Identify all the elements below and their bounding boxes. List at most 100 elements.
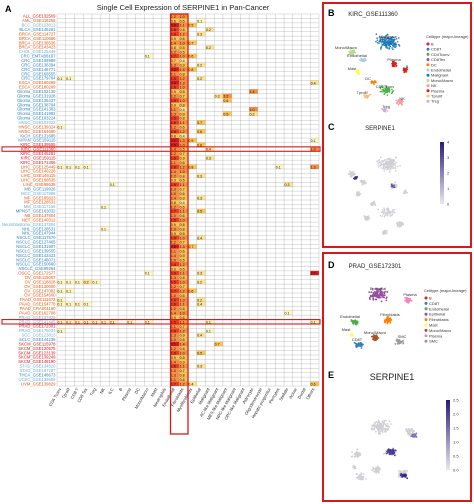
heatmap-cell: [179, 377, 188, 382]
umap-point: [388, 48, 390, 50]
umap-point: [397, 99, 399, 101]
umap-point: [385, 212, 387, 215]
heatmap-cell: [179, 71, 188, 76]
umap-point: [384, 430, 387, 433]
umap-point: [379, 432, 382, 435]
row-label: NHL_GSE147944: [22, 231, 56, 236]
umap-point: [381, 43, 384, 46]
heatmap-cell: [310, 146, 319, 152]
umap-point: [403, 474, 406, 477]
heatmap-cell: [126, 319, 136, 324]
heatmap-cell-value: 0.1: [110, 320, 115, 324]
umap-point: [384, 423, 387, 426]
umap-point: [386, 207, 389, 210]
heatmap-cell: [179, 293, 188, 298]
heatmap-cell-value: 2.1: [171, 343, 176, 347]
heatmap-cell: [275, 164, 285, 169]
heatmap-cell-value: 1.8: [171, 130, 176, 134]
umap-point: [389, 159, 392, 162]
heatmap-cell-value: 0.3: [197, 33, 202, 37]
umap-point: [359, 473, 362, 476]
column-label: Ductal: [296, 387, 306, 400]
heatmap-cell-value: 0.2: [84, 281, 89, 285]
umap-point: [404, 296, 407, 299]
heatmap-cell: [179, 186, 188, 192]
umap-point: [393, 208, 396, 211]
umap-point: [361, 183, 364, 186]
umap-point: [376, 291, 379, 294]
heatmap-cell-value: 1.8: [171, 329, 176, 333]
umap-point: [350, 174, 352, 177]
umap-point: [361, 475, 363, 478]
heatmap-cell: [170, 129, 180, 134]
heatmap-cell: [170, 49, 180, 54]
umap-point: [401, 340, 404, 343]
umap-point: [391, 65, 394, 68]
heatmap-cell: [310, 138, 319, 143]
heatmap-cell-value: 1.6: [171, 183, 176, 187]
heatmap-cell: [249, 111, 258, 116]
umap-point: [394, 166, 396, 169]
heatmap-cell-value: 0.8: [188, 68, 193, 72]
umap-point: [366, 215, 369, 218]
heatmap-cell-value: 0.1: [197, 19, 202, 23]
heatmap-cell-value: 1.7: [171, 382, 176, 386]
umap-point: [390, 166, 393, 168]
umap-point: [376, 335, 378, 338]
umap-point: [382, 421, 385, 424]
umap-point: [386, 44, 388, 46]
legend-swatch: [424, 312, 428, 316]
heatmap-cell-value: 0.7: [215, 343, 220, 347]
umap-point: [406, 191, 409, 194]
row-label: OV_GSE118828: [25, 279, 57, 284]
umap-point: [355, 346, 358, 348]
heatmap-cell-value: 0.7: [188, 41, 193, 45]
legend-label: NK: [431, 83, 437, 88]
heatmap-cell: [179, 315, 188, 320]
umap-point: [392, 450, 395, 453]
heatmap-cell: [170, 297, 180, 302]
heatmap-cell-value: 0.8: [171, 201, 176, 205]
umap-point: [363, 59, 365, 62]
umap-point: [370, 203, 372, 205]
umap-point: [357, 71, 359, 73]
row-label: NB_GSE137804: [25, 213, 57, 218]
umap-point: [389, 164, 392, 167]
heatmap-cell: [170, 346, 180, 351]
column-label: Tprolif: [61, 386, 72, 399]
heatmap-cell-value: 1.0: [180, 219, 185, 223]
heatmap-cell: [144, 53, 154, 59]
umap-point: [368, 296, 371, 299]
heatmap-cell: [188, 138, 197, 143]
heatmap-cell: [179, 239, 188, 245]
umap-point: [398, 43, 400, 46]
umap-point: [391, 63, 393, 65]
heatmap-cell: [170, 275, 180, 280]
heatmap-cell-value: 0.2: [197, 77, 202, 81]
heatmap-cell-value: 0.6: [223, 99, 228, 103]
legend-label: Fibroblasts: [429, 317, 449, 322]
umap-point: [412, 430, 415, 433]
umap-point: [371, 288, 374, 290]
umap-point: [379, 90, 382, 93]
umap-point: [389, 45, 392, 48]
umap-point: [392, 209, 394, 211]
heatmap-cell: [179, 111, 188, 116]
umap-point: [386, 211, 388, 213]
heatmap-cell-value: 1.4: [171, 254, 176, 258]
heatmap-cell: [144, 270, 154, 276]
umap-point: [386, 164, 388, 167]
heatmap-cell: [74, 301, 84, 307]
umap-point: [377, 471, 380, 474]
umap-d-legend: Celltype (major-lineage) BCD8TEndothelial…: [424, 288, 467, 344]
umap-point: [383, 159, 386, 161]
umap-point: [380, 156, 382, 159]
umap-point: [357, 478, 360, 480]
row-label: KIRC_GSE145281: [20, 151, 56, 156]
heatmap-cell: [170, 231, 180, 236]
umap-point: [394, 44, 396, 47]
legend-label: Endothelial: [431, 68, 451, 73]
umap-point: [360, 345, 363, 347]
heatmap-cell-value: 1.0: [180, 236, 185, 240]
umap-point: [351, 174, 354, 176]
